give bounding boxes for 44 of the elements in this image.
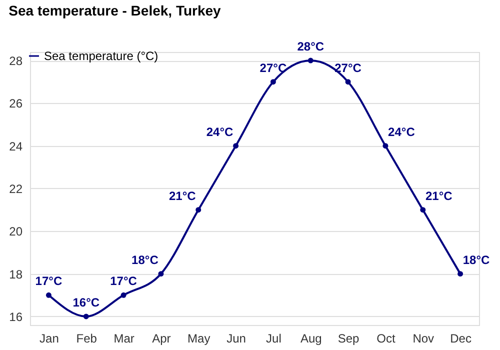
data-label: 17°C xyxy=(110,274,138,288)
x-tick-label: Dec xyxy=(450,332,472,346)
x-tick-label: Sep xyxy=(338,332,360,346)
point xyxy=(270,79,276,85)
point xyxy=(120,292,126,298)
point xyxy=(420,207,426,213)
y-tick-label: 22 xyxy=(9,182,23,196)
point xyxy=(196,207,202,213)
x-tick-label: May xyxy=(188,332,210,346)
point xyxy=(308,58,314,64)
point xyxy=(46,292,52,298)
x-tick-label: Apr xyxy=(152,332,171,346)
data-label: 27°C xyxy=(260,60,287,75)
x-tick-label: Jan xyxy=(40,332,59,346)
data-label: 18°C xyxy=(132,252,159,267)
x-tick-label: Jun xyxy=(226,332,246,346)
chart-title: Sea temperature - Belek, Turkey xyxy=(8,2,222,19)
y-tick-label: 16 xyxy=(9,310,23,324)
point xyxy=(345,79,351,85)
point xyxy=(458,271,464,277)
point xyxy=(83,314,89,320)
data-label: 21°C xyxy=(425,188,453,203)
y-tick-label: 26 xyxy=(9,96,23,111)
y-tick-label: 24 xyxy=(9,139,23,154)
y-tick-label: 20 xyxy=(9,224,23,239)
y-tick-label: 28 xyxy=(9,54,23,68)
data-label: 17°C xyxy=(35,274,62,288)
data-label: 16°C xyxy=(72,295,100,310)
x-tick-label: Oct xyxy=(376,332,396,346)
data-label: 24°C xyxy=(206,124,234,139)
x-tick-label: Nov xyxy=(412,332,434,346)
point xyxy=(158,271,164,277)
data-label: 24°C xyxy=(388,124,416,139)
data-label: 21°C xyxy=(168,188,196,203)
data-label: 28°C xyxy=(297,40,324,54)
x-tick-label: Mar xyxy=(114,332,134,346)
x-tick-label: Aug xyxy=(300,332,322,346)
data-label: 18°C xyxy=(462,252,490,267)
x-tick-label: Feb xyxy=(76,332,98,346)
y-tick-label: 18 xyxy=(9,267,23,282)
point xyxy=(382,143,388,149)
x-tick-label: Jul xyxy=(266,332,282,346)
point xyxy=(233,143,239,149)
text: Sea temperature (°C) xyxy=(44,49,158,63)
